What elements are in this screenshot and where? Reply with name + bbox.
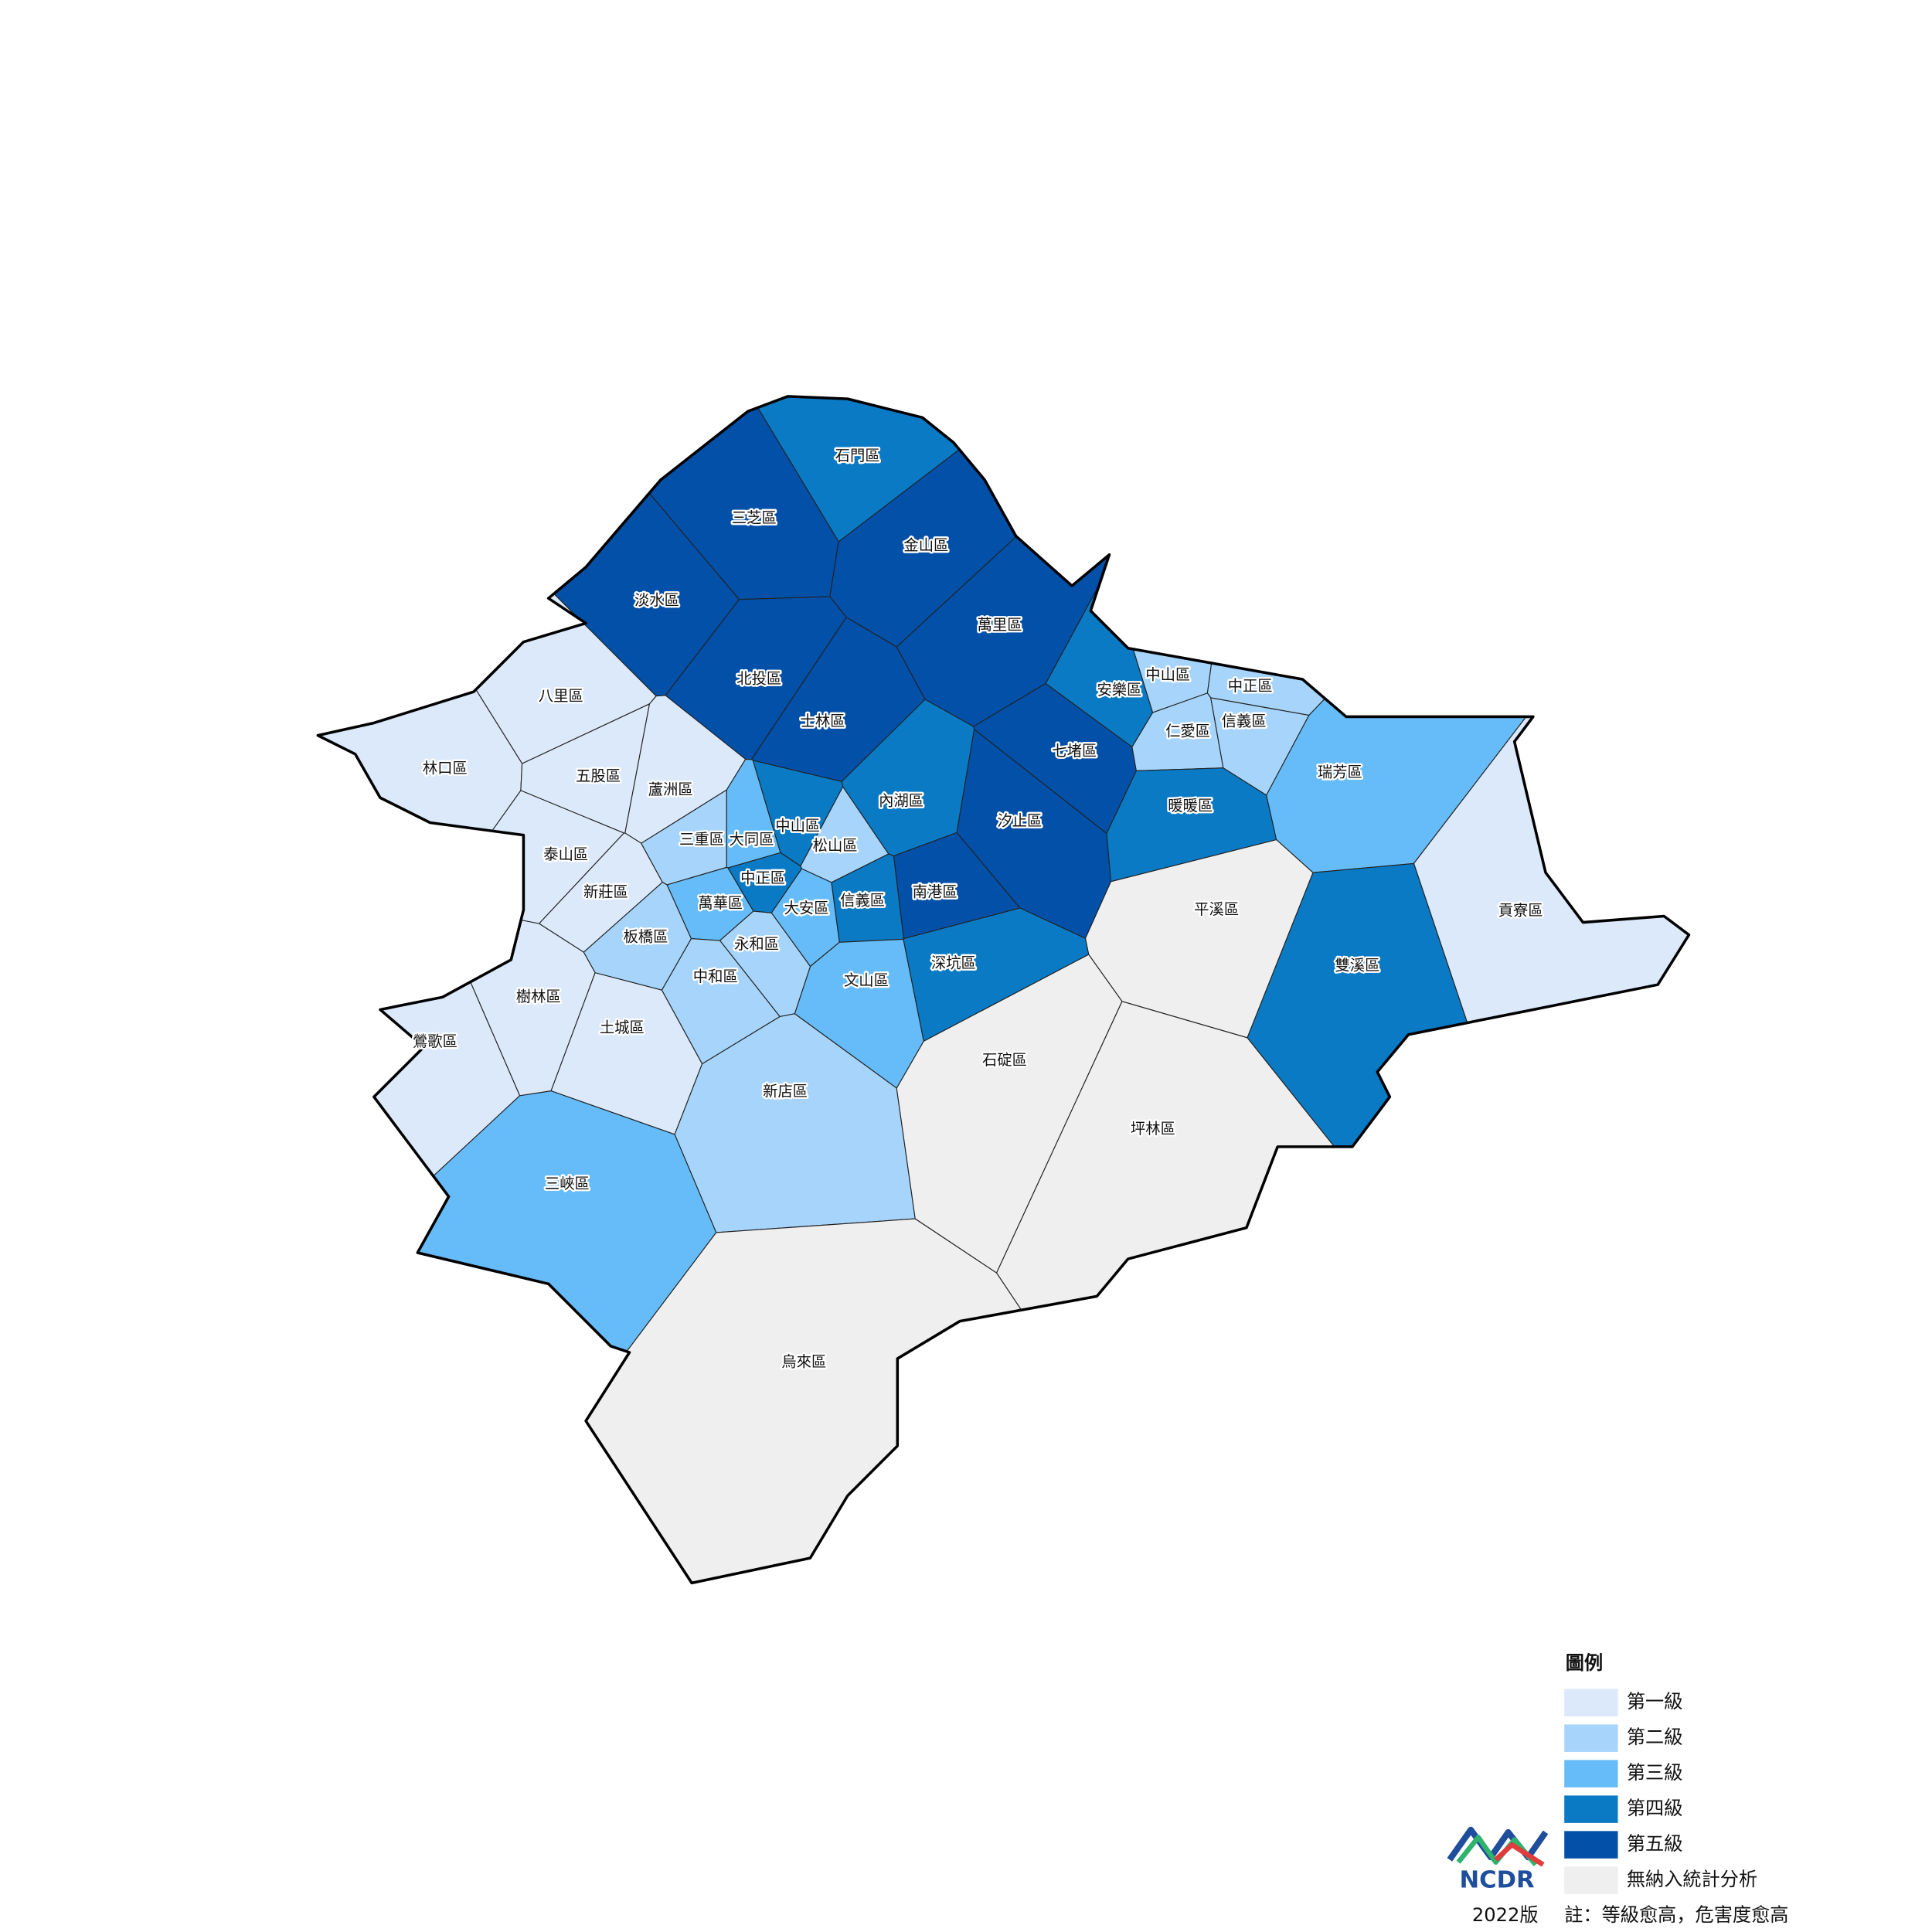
district-label: 文山區 <box>844 971 889 989</box>
district-label: 北投區 <box>736 670 781 688</box>
district-label: 烏來區 <box>781 1352 826 1370</box>
district-label: 泰山區 <box>543 845 588 863</box>
district-label: 新莊區 <box>583 883 628 900</box>
edition: 2022版 <box>1472 1904 1539 1926</box>
district-label: 五股區 <box>576 767 621 784</box>
legend-label: 第五級 <box>1627 1833 1683 1855</box>
legend-swatch <box>1564 1724 1618 1752</box>
district-label: 中正區 <box>1228 677 1273 695</box>
legend-label: 無納入統計分析 <box>1627 1869 1757 1890</box>
district-label: 三峽區 <box>545 1175 590 1192</box>
district-label: 坪林區 <box>1131 1120 1175 1138</box>
district-label: 中山區 <box>1145 666 1190 684</box>
region-outline <box>316 395 1691 1585</box>
district <box>318 1090 717 1583</box>
district <box>318 396 657 764</box>
district-label: 內湖區 <box>879 792 923 810</box>
district-label: 中和區 <box>693 968 738 985</box>
district-label: 鶯歌區 <box>413 1032 457 1050</box>
district-label: 石門區 <box>835 447 880 464</box>
logo-text: NCDR <box>1460 1866 1535 1893</box>
district-label: 蘆洲區 <box>648 781 693 798</box>
district-label: 大同區 <box>730 831 774 849</box>
district-label: 大安區 <box>784 899 829 917</box>
district <box>1107 396 1277 713</box>
district-label: 林口區 <box>423 760 468 777</box>
district-label: 板橋區 <box>623 927 668 945</box>
district <box>1266 396 1689 873</box>
district-label: 士林區 <box>800 712 845 730</box>
legend-swatch <box>1564 1689 1618 1716</box>
district-label: 萬里區 <box>978 616 1022 634</box>
district-label: 永和區 <box>734 935 779 953</box>
legend-swatch <box>1564 1760 1618 1787</box>
district-label: 南港區 <box>913 883 957 900</box>
district <box>318 1218 1438 1583</box>
legend-label: 第三級 <box>1627 1762 1683 1784</box>
district-label: 松山區 <box>813 837 858 855</box>
district-label: 土城區 <box>600 1019 645 1036</box>
district-label: 三芝區 <box>732 509 777 526</box>
district-label: 信義區 <box>840 892 885 910</box>
district-label: 樹林區 <box>516 988 561 1005</box>
district <box>995 1001 1689 1583</box>
legend-label: 第二級 <box>1627 1726 1683 1748</box>
district-label: 汐止區 <box>997 811 1042 829</box>
legend-swatch <box>1564 1866 1618 1894</box>
district-label: 新店區 <box>763 1082 808 1100</box>
district-label: 雙溪區 <box>1335 957 1379 975</box>
district-label: 金山區 <box>903 536 948 554</box>
legend-label: 第四級 <box>1627 1798 1683 1819</box>
legend-label: 第一級 <box>1627 1691 1683 1713</box>
legend-swatch <box>1564 1831 1618 1859</box>
district-label: 平溪區 <box>1194 900 1239 918</box>
district-label: 三重區 <box>679 831 724 849</box>
district-label: 中正區 <box>740 869 785 887</box>
district-label: 貢寮區 <box>1498 902 1543 920</box>
district-label: 石碇區 <box>982 1051 1027 1069</box>
district-label: 深坑區 <box>931 954 976 971</box>
district-label: 淡水區 <box>634 591 679 609</box>
legend-title: 圖例 <box>1566 1652 1603 1674</box>
district-label: 萬華區 <box>698 894 743 912</box>
legend-swatch <box>1564 1795 1618 1823</box>
district <box>1206 396 1689 716</box>
district-label: 中山區 <box>775 817 820 835</box>
district <box>318 396 740 697</box>
note: 註：等級愈高，危害度愈高 <box>1564 1904 1788 1926</box>
logo: NCDR <box>1447 1826 1549 1893</box>
district <box>1413 396 1689 1583</box>
district-label: 七堵區 <box>1052 742 1097 760</box>
district-label: 安樂區 <box>1097 681 1141 699</box>
district-label: 仁愛區 <box>1165 722 1210 740</box>
district-label: 瑞芳區 <box>1318 764 1362 781</box>
district-label: 信義區 <box>1222 712 1267 730</box>
district-label: 暖暖區 <box>1168 797 1213 815</box>
district-label: 八里區 <box>539 687 583 705</box>
